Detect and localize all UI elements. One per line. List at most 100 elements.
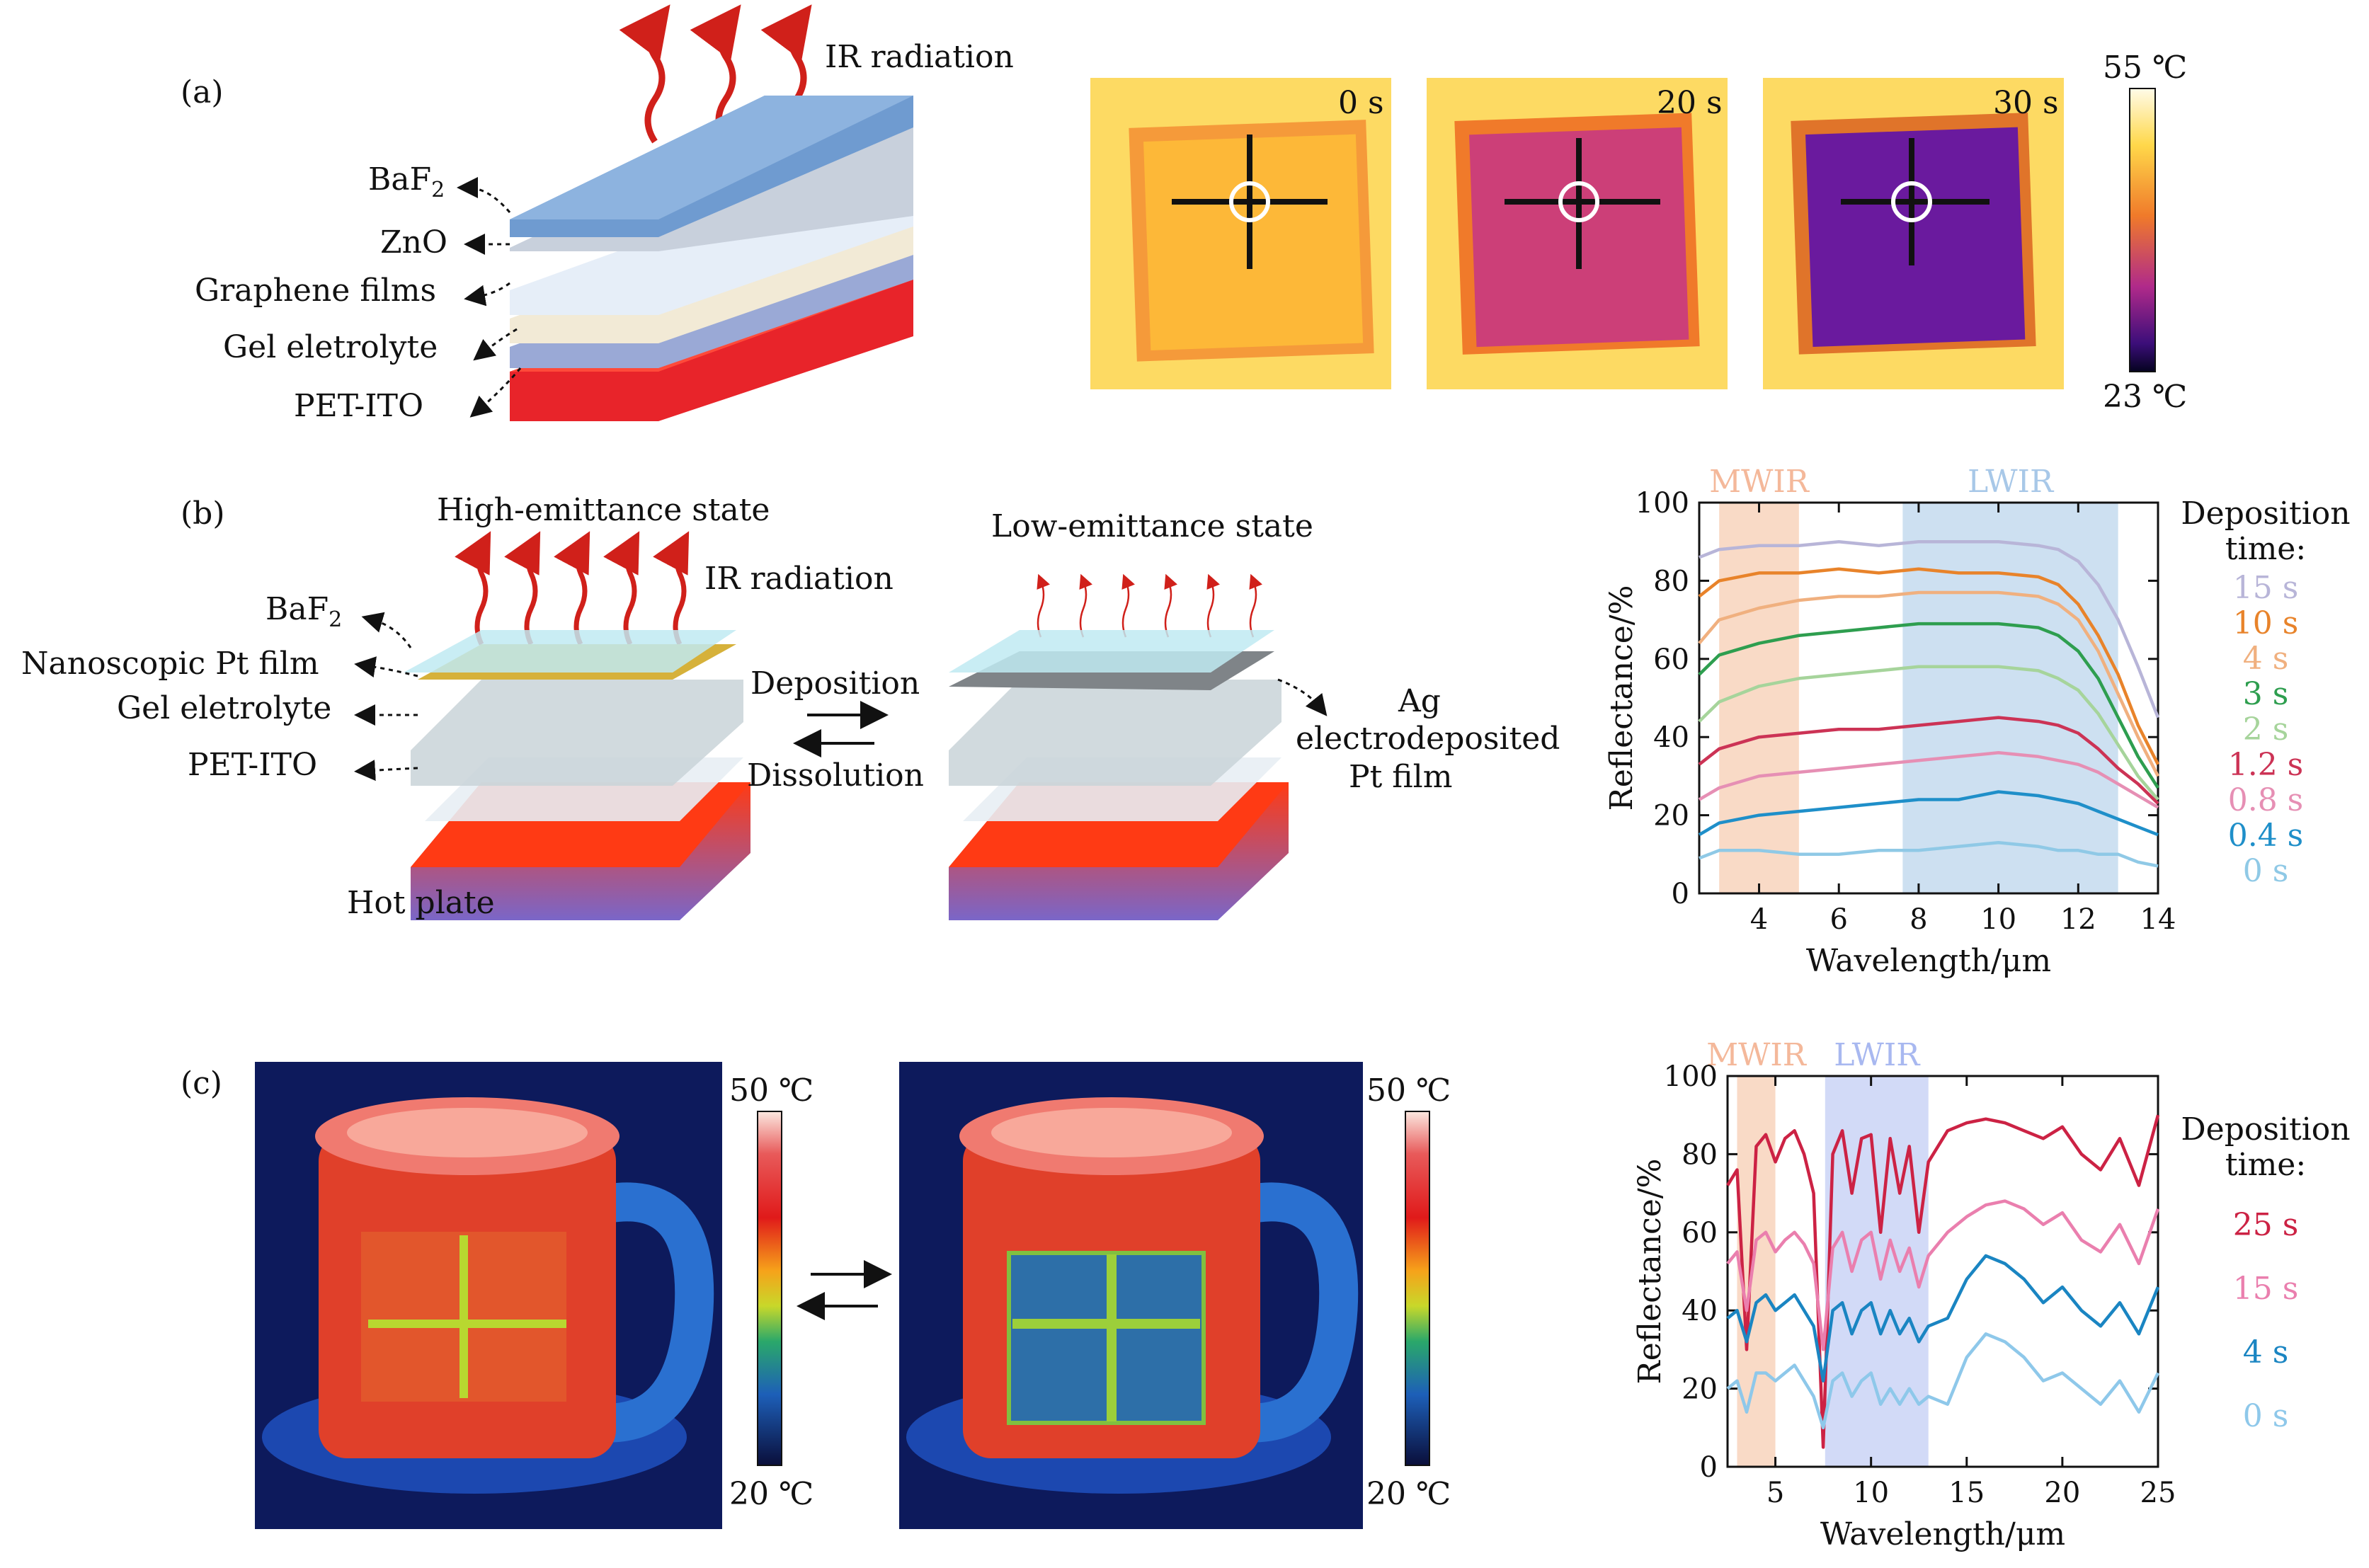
- deposition-label: Deposition: [750, 665, 920, 702]
- chart1-xtick-label: 4: [1750, 903, 1768, 936]
- panel-c-label: (c): [181, 1065, 222, 1101]
- chart2-legend-entry: 25 s: [2233, 1207, 2299, 1243]
- chart1-series-line: [1699, 840, 2159, 868]
- low-emittance-device: [949, 630, 1289, 920]
- chart2-series-line: [1726, 1199, 2160, 1351]
- chart1-ytick-label: 100: [1636, 487, 1689, 520]
- panel-b-label: (b): [181, 496, 225, 532]
- chart1-series-line: [1698, 790, 2159, 837]
- chart1-legend-entry: 15 s: [2233, 570, 2299, 606]
- colorbar-2-max: 50 ℃: [1366, 1072, 1451, 1109]
- chart1-ytick-label: 80: [1653, 565, 1689, 597]
- panel-a-colorbar: 55 ℃ 23 ℃: [2103, 50, 2187, 415]
- colorbar-1-max: 50 ℃: [729, 1072, 814, 1109]
- chart2-series-line: [1726, 1332, 2160, 1430]
- chart1-series-line: [1699, 539, 2160, 719]
- low-emittance-label: Low-emittance state: [991, 508, 1313, 544]
- chart1-legend-title: time:: [2225, 531, 2306, 567]
- panel-a-label: (a): [181, 74, 224, 110]
- chart2-legend-title: time:: [2225, 1147, 2306, 1183]
- svg-text:electrodeposited: electrodeposited: [1296, 721, 1560, 757]
- panel-a-layer-labels: BaF2 ZnO Graphene films Gel eletrolyte P…: [195, 161, 447, 424]
- crosshair-markers: [1172, 135, 1990, 269]
- chart2-ytick-label: 0: [1700, 1451, 1718, 1484]
- panel-a-ir-label: IR radiation: [825, 39, 1014, 75]
- chart1-series-line: [1698, 716, 2159, 805]
- mug-thermal-image-2: [899, 1062, 1363, 1529]
- thermal-image-20s: 20 s: [1427, 78, 1728, 389]
- chart2-series-line: [1726, 1254, 2160, 1383]
- thermal-time-20: 20 s: [1657, 85, 1723, 121]
- dissolution-label: Dissolution: [747, 757, 924, 794]
- chart1-xtick-label: 10: [1980, 903, 2016, 936]
- chart1-band-label-mwir: MWIR: [1709, 464, 1810, 500]
- high-emittance-device: [404, 630, 750, 920]
- mug-colorbar-1: 50 ℃ 20 ℃: [729, 1072, 814, 1512]
- chart2-xtick-label: 15: [1948, 1477, 1985, 1509]
- chart2-legend-entry: 0 s: [2243, 1398, 2289, 1434]
- panel-b-ir-label: IR radiation: [704, 561, 894, 597]
- layer-label-gel: Gel eletrolyte: [223, 329, 438, 365]
- chart1-legend-title: Deposition: [2181, 496, 2350, 532]
- mug-thermal-image-1: [255, 1062, 722, 1529]
- chart2-legend-entry: 15 s: [2233, 1271, 2299, 1307]
- chart1-ytick-label: 20: [1653, 800, 1689, 832]
- chart1-series-line: [1698, 622, 2159, 789]
- layer-label-pet-ito: PET-ITO: [294, 388, 423, 424]
- chart2-ytick-label: 40: [1682, 1295, 1718, 1327]
- chart2-ytick-label: 20: [1682, 1373, 1718, 1406]
- chart2-xtick-label: 10: [1853, 1477, 1889, 1509]
- svg-text:Ag: Ag: [1398, 683, 1441, 719]
- chart1-legend-entry: 4 s: [2243, 641, 2289, 677]
- chart2-ytick-label: 100: [1664, 1060, 1718, 1093]
- thermal-time-0: 0 s: [1338, 85, 1384, 121]
- layer-label-zno: ZnO: [380, 224, 447, 261]
- chart2-series-line: [1726, 1114, 2160, 1449]
- hot-plate-label: Hot plate: [347, 885, 495, 921]
- layer-label-baf2: BaF2: [368, 161, 445, 202]
- thermal-image-0s: 0 s: [1090, 78, 1391, 389]
- reflectance-chart-b: MWIR LWIR 4 6 8 10 12 14 0 20 40 60 80 100 Wavelength/…: [1604, 464, 2351, 979]
- chart2-ytick-label: 60: [1682, 1217, 1718, 1249]
- thermal-time-30: 30 s: [1993, 85, 2059, 121]
- chart2-xtick-label: 25: [2140, 1477, 2176, 1509]
- chart1-series-line: [1698, 590, 2160, 777]
- panel-b-high-ir-arrows: [455, 531, 690, 646]
- chart1-legend-entry: 10 s: [2233, 605, 2299, 641]
- chart2-ylabel: Reflectance/%: [1632, 1159, 1668, 1385]
- chart1-xtick-label: 14: [2140, 903, 2176, 936]
- chart1-legend-entry: 3 s: [2243, 676, 2289, 712]
- panel-b-layer-labels: BaF2 Nanoscopic Pt film Gel eletrolyte P…: [21, 591, 342, 783]
- chart1-series-line: [1698, 751, 2159, 809]
- chart1-ylabel: Reflectance/%: [1604, 585, 1640, 811]
- reflectance-chart-c: MWIR LWIR 5 10 15 20 25 0 20 40 60 80 100 Wavelength/…: [1632, 1037, 2351, 1552]
- thermal-image-30s: 30 s: [1763, 78, 2064, 389]
- chart1-ytick-label: 60: [1653, 643, 1689, 676]
- chart1-ytick-label: 0: [1672, 878, 1689, 910]
- chart1-series-line: [1698, 567, 2160, 765]
- chart1-xtick-label: 8: [1910, 903, 1927, 936]
- panel-a-layer-stack: [510, 96, 913, 421]
- colorbar-1-min: 20 ℃: [729, 1476, 814, 1512]
- chart1-xlabel: Wavelength/μm: [1806, 943, 2051, 979]
- chart1-frame: [1698, 501, 2159, 895]
- chart1-xtick-label: 6: [1829, 903, 1847, 936]
- switch-arrows: [797, 1260, 892, 1320]
- chart2-xtick-label: 20: [2044, 1477, 2080, 1509]
- chart1-legend-entry: 1.2 s: [2228, 747, 2304, 783]
- ag-pt-label: Ag electrodeposited Pt film: [1296, 683, 1560, 795]
- chart2-xtick-label: 5: [1766, 1477, 1784, 1509]
- chart2-legend-entry: 4 s: [2243, 1334, 2289, 1370]
- mug-colorbar-2: 50 ℃ 20 ℃: [1366, 1072, 1451, 1512]
- chart1-legend-entry: 0.8 s: [2228, 782, 2304, 818]
- svg-text:Pt film: Pt film: [1349, 759, 1452, 795]
- chart2-ytick-label: 80: [1682, 1138, 1718, 1171]
- chart1-legend-entry: 2 s: [2243, 711, 2289, 748]
- deposition-arrows: Deposition Dissolution: [747, 665, 924, 794]
- colorbar-2-min: 20 ℃: [1366, 1476, 1451, 1512]
- chart2-band-label-lwir: LWIR: [1834, 1037, 1921, 1073]
- chart1-legend-entry: 0.4 s: [2228, 818, 2304, 854]
- chart2-xlabel: Wavelength/μm: [1820, 1516, 2065, 1552]
- b-layer-gel: Gel eletrolyte: [117, 690, 331, 726]
- chart1-series-line: [1698, 665, 2159, 801]
